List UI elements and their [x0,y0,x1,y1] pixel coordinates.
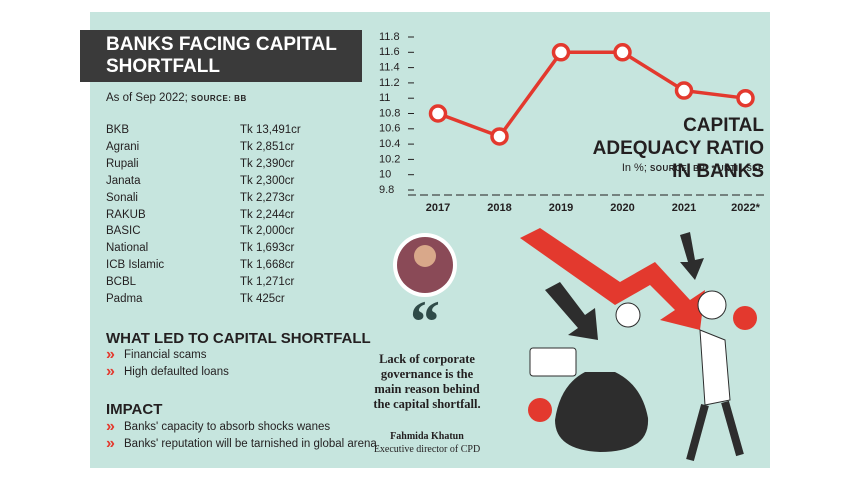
subtitle-text: As of Sep 2022; [106,92,188,104]
shortfall-amount: Tk 1,271cr [240,276,295,289]
impact-item: Banks' capacity to absorb shocks wanes [106,418,330,436]
falling-arrow [520,228,705,330]
bank-name: BCBL [106,276,137,289]
coin [615,302,641,328]
chart-subtitle-text: In %; [621,162,647,174]
point [613,43,632,62]
bank-name: Padma [106,293,143,305]
source: SOURCE: BB [191,94,247,103]
subtitle: As of Sep 2022; SOURCE: BB [106,92,247,104]
arrow [680,232,704,280]
person [699,329,731,406]
chart-title: CAPITAL ADEQUACY RATIO IN BANKS [592,115,764,182]
shortfall-amount: Tk 2,851cr [240,140,295,153]
y-tick-label: 11.4 [379,62,400,74]
person-head [697,290,727,320]
y-tick-label: 10.2 [379,153,400,165]
bank-name: ICB Islamic [106,259,165,272]
y-tick-label: 10.4 [379,138,400,150]
bank-name: Janata [106,174,141,187]
point [674,81,694,100]
point [490,127,509,146]
quote-text: Lack of corporate governance is the main… [373,352,481,411]
section-title: IMPACT [106,401,163,418]
title-box [80,30,362,82]
x-tick-label: 2017 [426,202,450,214]
y-tick-label: 10.8 [379,107,400,119]
bank-name: Agrani [106,140,140,153]
speech-bubble [733,306,757,330]
x-tick-label: 2019 [549,202,573,214]
line [437,50,746,139]
shortfall-amount: Tk 1,668cr [240,259,295,272]
x-tick-label: 2020 [610,202,634,214]
cash [529,347,577,377]
bank-name: Sonali [106,191,138,204]
y-tick-label: 11.2 [379,77,400,89]
impact-item: Banks' reputation will be tarnished in g… [106,435,377,453]
bank-name: Rupali [106,157,139,170]
y-tick-label: 11.6 [379,46,400,58]
person-legs [686,400,744,462]
bank-name: BKB [106,124,130,136]
y-tick-label: 9.8 [379,184,394,196]
shortfall-amount: Tk 2,273cr [240,191,295,204]
bank-name: RAKUB [106,208,146,221]
x-tick-label: 2021 [672,202,696,214]
y-tick-label: 11.8 [379,31,400,43]
shortfall-amount: Tk 2,300cr [240,174,295,187]
shortfall-amount: Tk 1,693cr [240,242,295,255]
section-title: WHAT LED TO CAPITAL SHORTFALL [106,330,371,347]
x-tick-label: 2022* [731,202,760,214]
shortfall-amount: Tk 2,000cr [240,225,295,238]
shortfall-amount: Tk 2,244cr [240,208,295,221]
shortfall-amount: Tk 2,390cr [240,157,295,170]
shortfall-amount: Tk 425cr [240,293,285,305]
x-tick-label: 2018 [487,202,511,214]
chart-source: SOURCE: BB; * UNTIL SEP [649,164,764,173]
shortfall-amount: Tk 13,491cr [240,124,301,136]
title: BANKS FACING CAPITAL SHORTFALL [106,34,337,77]
chart-subtitle: In %; SOURCE: BB; * UNTIL SEP [622,162,764,174]
point [551,43,571,62]
quote-name: Fahmida Khatun [390,431,464,442]
y-tick-label: 10.6 [379,123,400,135]
quote-mark: “ [410,289,440,355]
point [736,88,755,108]
cause-item: Financial scams [106,346,206,364]
user-badge [528,398,552,422]
photo-face [414,245,436,267]
cause-item: High defaulted loans [106,363,229,381]
illustration [520,228,757,462]
y-tick-label: 10 [379,169,391,181]
bank-name: National [106,242,149,255]
y-tick-label: 11 [379,92,390,104]
money-bag [555,372,649,452]
bank-name: BASIC [106,225,141,238]
quote-role: Executive director of CPD [373,444,481,455]
point [428,104,448,123]
arrow [545,282,598,340]
